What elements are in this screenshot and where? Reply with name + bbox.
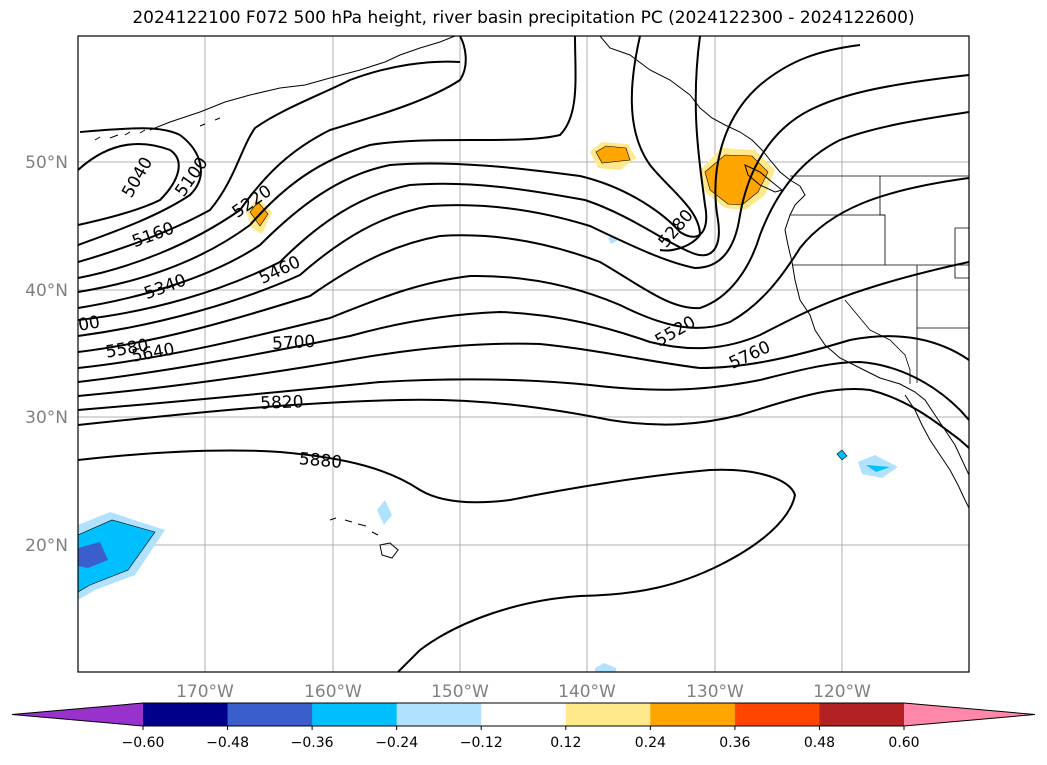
contour-5640 <box>78 261 969 383</box>
lon-label-130w: 130°W <box>686 682 744 702</box>
colorbar-tick-label: 0.48 <box>804 735 835 751</box>
map-frame <box>77 35 970 673</box>
negative-pc-area <box>78 542 108 568</box>
colorbar-segment <box>734 703 820 726</box>
contour-5340 <box>78 36 708 309</box>
colorbar-tick-label: 0.60 <box>888 735 919 751</box>
political-borders <box>790 175 969 384</box>
latitude-labels: 50°N 40°N 30°N 20°N <box>25 153 68 556</box>
colorbar-segment <box>481 703 567 726</box>
lat-label-50n: 50°N <box>25 153 68 173</box>
contour-5280 <box>78 36 577 293</box>
contour-5280-east <box>630 36 702 252</box>
colorbar: −0.60 −0.48 −0.36 −0.24 −0.12 0.12 0.24 0.36 0.4… <box>11 702 1036 751</box>
colorbar-tick-label: −0.12 <box>460 735 503 751</box>
state-border <box>879 176 886 265</box>
colorbar-tick-label: 0.12 <box>550 735 581 751</box>
contour-5580 <box>78 177 969 369</box>
contour-5100 <box>78 127 202 246</box>
negative-pc-area <box>595 663 616 672</box>
state-border <box>844 299 911 384</box>
graticule <box>78 36 969 672</box>
colorbar-segment <box>565 703 651 726</box>
us-west-coast <box>791 261 969 476</box>
contour-5520 <box>78 111 969 353</box>
contour-5220 <box>78 36 467 279</box>
negative-pc-area <box>377 500 392 525</box>
contour-label-00: 00 <box>77 312 102 335</box>
contour-label-5820: 5820 <box>260 392 304 413</box>
colorbar-segment <box>227 703 313 726</box>
lon-label-170w: 170°W <box>176 682 234 702</box>
colorbar-segment <box>312 703 398 726</box>
contour-5400 <box>78 44 861 321</box>
colorbar-tick-label: 0.24 <box>635 735 666 751</box>
contour-label-5700: 5700 <box>272 332 316 354</box>
contour-label-5880: 5880 <box>298 449 343 473</box>
contour-5460 <box>78 74 969 337</box>
colorbar-segment <box>143 703 229 726</box>
lon-label-150w: 150°W <box>431 682 489 702</box>
contour-5040 <box>78 142 180 226</box>
negative-pc-area <box>608 235 617 244</box>
negative-pc-area <box>78 519 156 593</box>
lat-label-40n: 40°N <box>25 281 68 301</box>
colorbar-segment <box>650 703 736 726</box>
negative-pc-area <box>836 449 848 461</box>
height-contours <box>78 36 969 672</box>
contour-5880 <box>78 449 797 672</box>
lon-label-120w: 120°W <box>813 682 871 702</box>
positive-pc-area <box>595 145 631 164</box>
contour-5760 <box>78 360 969 421</box>
baja-california <box>904 394 969 509</box>
longitude-labels: 170°W 160°W 150°W 140°W 130°W 120°W <box>176 682 871 702</box>
alaska-south-coast <box>599 36 801 187</box>
lon-label-140w: 140°W <box>558 682 616 702</box>
colorbar-tick-label: 0.36 <box>719 735 750 751</box>
contour-5700 <box>78 335 969 397</box>
lon-label-160w: 160°W <box>304 682 362 702</box>
alaska-peninsula-coast <box>149 36 456 131</box>
colorbar-extend-min <box>12 703 143 726</box>
colorbar-tick-label: −0.36 <box>291 735 334 751</box>
aleutian-islands <box>94 117 221 141</box>
colorbar-extend-max <box>904 703 1035 726</box>
state-border <box>954 227 969 279</box>
colorbar-tick-label: −0.60 <box>122 735 165 751</box>
colorbar-tick-label: −0.48 <box>206 735 249 751</box>
contour-5160 <box>78 60 461 263</box>
colorbar-segment <box>819 703 905 726</box>
map-title: 2024122100 F072 500 hPa height, river ba… <box>132 8 915 28</box>
lat-label-20n: 20°N <box>25 536 68 556</box>
contour-5820 <box>78 388 969 449</box>
colorbar-segment <box>396 703 482 726</box>
coastlines <box>94 36 969 559</box>
hawaii-islands <box>329 517 399 559</box>
lat-label-30n: 30°N <box>25 408 68 428</box>
precip-shading <box>78 142 898 672</box>
colorbar-tick-label: −0.24 <box>375 735 418 751</box>
negative-pc-area <box>866 465 890 472</box>
map-panel <box>78 36 969 672</box>
